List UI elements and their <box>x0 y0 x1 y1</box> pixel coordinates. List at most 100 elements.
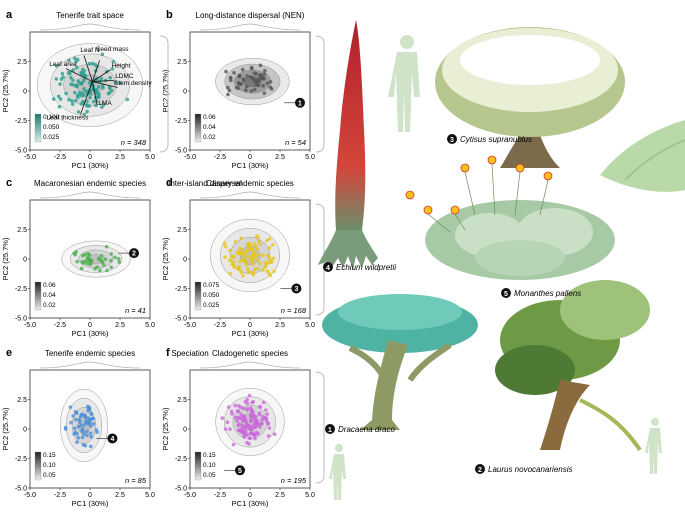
species-marker <box>129 248 139 259</box>
x-tick-label: -2.5 <box>54 154 66 161</box>
trait-vector-label: Leaf thickness <box>47 114 89 121</box>
data-point <box>82 86 86 91</box>
data-point <box>242 253 246 257</box>
species-number-badge <box>501 288 511 298</box>
data-point <box>249 418 253 423</box>
data-point <box>252 417 257 422</box>
data-point <box>260 418 264 422</box>
data-point <box>89 424 93 428</box>
x-tick-label: 2.5 <box>275 492 285 499</box>
y-tick-label: -5.0 <box>15 316 27 323</box>
data-point <box>80 435 85 440</box>
density-legend-label: 0.10 <box>43 462 56 469</box>
y-tick-label: -5.0 <box>175 316 187 323</box>
panel-a: a Tenerife trait space -5.0 -2.5 0 2.5 5.0 2.5 0… <box>1 9 155 170</box>
x-tick-label: -5.0 <box>184 154 196 161</box>
y-tick-label: -5.0 <box>175 486 187 493</box>
data-point <box>80 91 85 95</box>
data-point <box>256 258 260 262</box>
x-axis-label: PC1 (30%) <box>232 329 269 338</box>
data-point <box>83 259 88 264</box>
data-point <box>88 95 92 100</box>
data-point <box>106 92 111 96</box>
data-point <box>254 244 258 248</box>
data-point <box>244 261 248 266</box>
data-point <box>74 417 78 422</box>
data-point <box>233 240 238 244</box>
data-point <box>74 98 78 103</box>
x-tick-label: 2.5 <box>115 322 125 329</box>
data-point <box>91 422 96 426</box>
data-point <box>72 251 76 256</box>
panel-letter: f <box>166 347 170 359</box>
data-point <box>61 75 65 80</box>
x-tick-label: -2.5 <box>54 322 66 329</box>
panels-group: a Tenerife trait space -5.0 -2.5 0 2.5 5.0 2.5 0… <box>1 9 315 508</box>
data-point <box>109 258 113 263</box>
y-tick-label: -2.5 <box>15 456 27 463</box>
data-point <box>99 254 104 258</box>
density-legend-label: 0.02 <box>203 134 216 141</box>
data-point <box>108 75 112 80</box>
panel-d: d Canary endemic species -5.0 -2.5 0 2.5 5.0 2.… <box>161 177 315 338</box>
trait-vector-label: LMA <box>98 100 112 107</box>
data-point <box>95 265 99 269</box>
human-silhouette-top <box>388 35 420 132</box>
data-point <box>260 76 265 80</box>
species-number: 3 <box>450 137 454 144</box>
x-tick-label: 5.0 <box>305 492 315 499</box>
data-point <box>86 409 90 413</box>
data-point <box>244 84 249 89</box>
sample-size-label: n = 168 <box>281 306 307 315</box>
data-point <box>82 422 87 427</box>
y-axis-label: PC2 (25.7%) <box>161 237 170 280</box>
data-point <box>228 75 233 80</box>
data-point <box>252 253 257 258</box>
y-tick-label: -5.0 <box>15 486 27 493</box>
data-point <box>97 95 101 99</box>
data-point <box>241 258 245 263</box>
data-point <box>252 77 256 82</box>
x-tick-label: -5.0 <box>24 154 36 161</box>
leaf-illustration <box>600 120 685 192</box>
data-point <box>81 78 86 83</box>
data-point <box>253 436 257 441</box>
x-axis-label: PC1 (30%) <box>72 499 109 508</box>
species-marker <box>291 283 302 294</box>
data-point <box>237 74 242 79</box>
panel-c: c Macaronesian endemic species -5.0 -2.5 0 2.… <box>1 177 155 338</box>
data-point <box>125 97 130 102</box>
data-point <box>109 265 113 270</box>
data-point <box>104 244 109 249</box>
data-point <box>234 85 239 90</box>
x-tick-label: 0 <box>88 154 92 161</box>
data-point <box>64 91 68 96</box>
data-point <box>101 263 106 267</box>
data-point <box>243 433 247 438</box>
data-point <box>267 426 272 430</box>
data-point <box>241 406 246 411</box>
data-point <box>239 247 243 251</box>
panel-title: Cladogenetic species <box>212 349 288 358</box>
data-point <box>233 415 238 420</box>
data-point <box>239 236 244 240</box>
density-legend-label: 0.04 <box>203 124 216 131</box>
x-axis-label: PC1 (30%) <box>72 329 109 338</box>
data-point <box>99 258 103 263</box>
data-point <box>69 420 73 425</box>
data-point <box>100 84 105 88</box>
bracket-right-a <box>159 35 169 153</box>
y-tick-label: -2.5 <box>175 118 187 125</box>
panel-title: Macaronesian endemic species <box>34 179 146 188</box>
y-axis-label: PC2 (25.7%) <box>1 69 10 112</box>
species-number-badge <box>325 424 335 434</box>
y-tick-label: 2.5 <box>17 59 27 66</box>
y-tick-label: 0 <box>23 257 27 264</box>
data-point <box>238 405 243 410</box>
x-tick-label: 5.0 <box>145 492 155 499</box>
monanthes-illustration <box>405 155 615 280</box>
trait-vector-label: Leaf area <box>49 61 77 68</box>
data-point <box>257 73 262 78</box>
data-point <box>244 250 249 254</box>
